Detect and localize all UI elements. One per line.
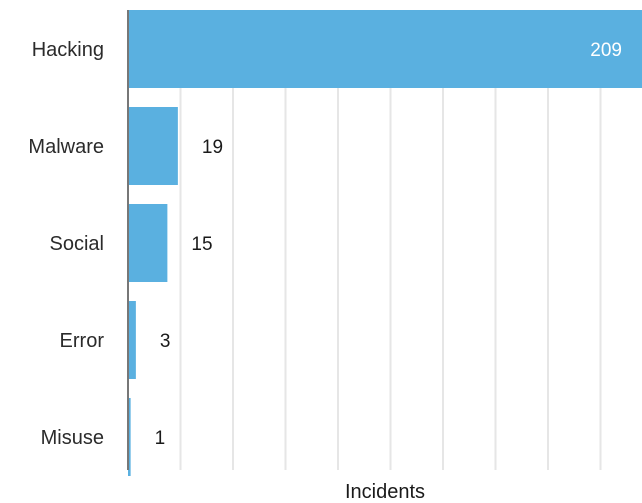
bar-social <box>128 204 168 282</box>
value-label-malware: 19 <box>202 137 223 158</box>
value-label-error: 3 <box>160 331 171 352</box>
category-label-malware: Malware <box>28 136 104 158</box>
x-axis-title: Incidents <box>345 481 425 503</box>
bar-malware <box>128 107 178 185</box>
bar-hacking <box>128 10 642 88</box>
category-label-hacking: Hacking <box>32 39 104 61</box>
value-label-social: 15 <box>191 234 212 255</box>
value-label-hacking: 209 <box>590 40 622 61</box>
labels: Hacking 209 Malware 19 Social 15 Error 3 Misuse 1 <box>28 39 622 449</box>
bar-misuse <box>128 398 131 476</box>
bars <box>128 10 642 476</box>
category-label-misuse: Misuse <box>41 427 104 449</box>
category-label-error: Error <box>60 330 105 352</box>
value-label-misuse: 1 <box>155 428 166 449</box>
category-label-social: Social <box>50 233 104 255</box>
bar-error <box>128 301 136 379</box>
